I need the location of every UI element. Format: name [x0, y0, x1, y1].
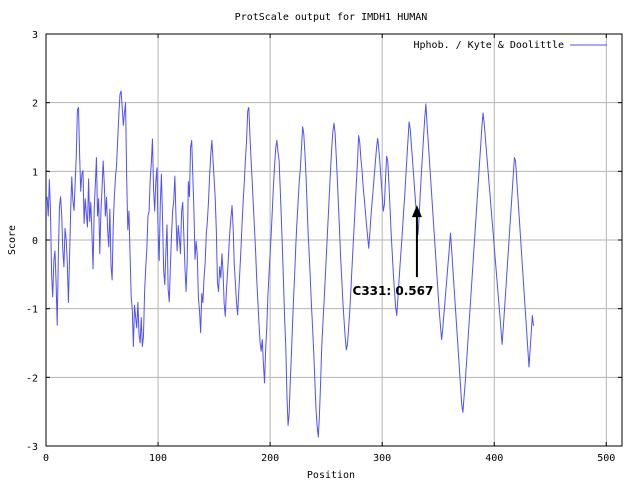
- y-tick-label: 0: [32, 236, 38, 247]
- annotation-label: C331: 0.567: [353, 284, 434, 298]
- y-tick-label: 1: [32, 167, 38, 178]
- grid-layer: [46, 34, 622, 446]
- x-axis-title: Position: [307, 470, 355, 481]
- legend: Hphob. / Kyte & Doolittle: [413, 40, 607, 51]
- x-tick-label: 100: [149, 453, 167, 464]
- y-tick-label: -2: [26, 373, 38, 384]
- y-tick-label: -1: [26, 305, 38, 316]
- x-tick-label: 300: [373, 453, 391, 464]
- y-tick-label: 3: [32, 30, 38, 41]
- chart-title: ProtScale output for IMDH1 HUMAN: [235, 12, 428, 23]
- series-layer: [46, 90, 534, 438]
- y-tick-label: -3: [26, 442, 38, 453]
- annotation-arrow-head: [411, 205, 422, 218]
- x-tick-label: 500: [597, 453, 615, 464]
- y-axis-title: Score: [7, 225, 18, 255]
- series-line: [46, 90, 534, 438]
- ticks-layer: 0 100 200 300 400 500 -3 -2 -1 0 1 2 3: [26, 30, 622, 464]
- legend-label: Hphob. / Kyte & Doolittle: [413, 40, 564, 51]
- x-tick-label: 400: [485, 453, 503, 464]
- annotation: C331: 0.567: [353, 205, 434, 298]
- y-tick-label: 2: [32, 99, 38, 110]
- x-tick-label: 200: [261, 453, 279, 464]
- x-tick-label: 0: [43, 453, 49, 464]
